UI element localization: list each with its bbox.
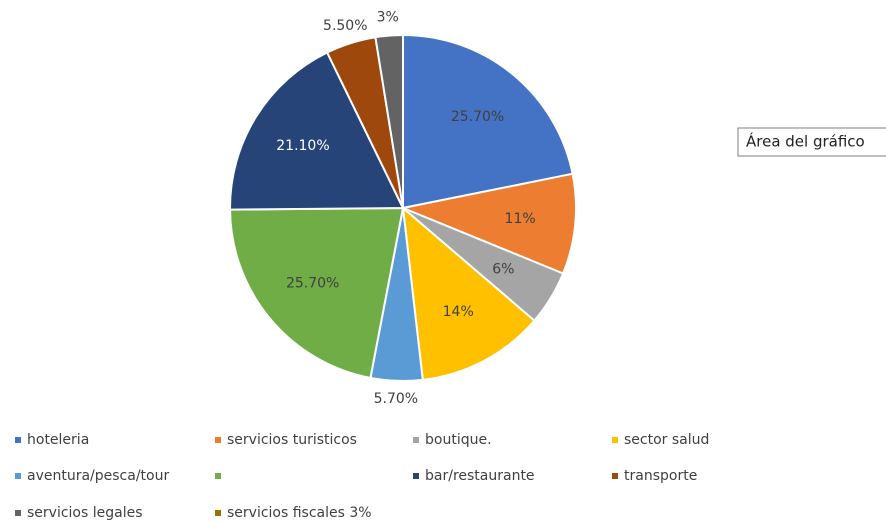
- legend-marker: [215, 473, 221, 479]
- legend-label: servicios turisticos: [227, 432, 357, 448]
- tooltip-box: [737, 127, 886, 157]
- legend-marker: [15, 437, 21, 443]
- data-label: 14%: [443, 304, 474, 320]
- pie-slice: [399, 172, 577, 275]
- tooltip-text: Área del gráfico: [746, 132, 865, 151]
- pie-slice: [228, 206, 405, 380]
- data-label: 21.10%: [276, 138, 329, 154]
- legend-label: aventura/pesca/tour: [27, 468, 169, 484]
- legend-marker: [215, 437, 221, 443]
- legend-label: boutique.: [425, 432, 492, 448]
- legend-label: transporte: [624, 468, 697, 484]
- data-label: 5.70%: [374, 391, 418, 407]
- legend-label: hoteleria: [27, 432, 89, 448]
- data-label: 6%: [492, 261, 514, 277]
- legend-marker: [612, 473, 618, 479]
- legend-marker: [15, 510, 21, 516]
- pie-slice: [229, 51, 405, 211]
- data-label: 25.70%: [286, 275, 339, 291]
- legend-marker: [215, 510, 221, 516]
- data-label: 25.70%: [451, 109, 504, 125]
- legend-marker: [413, 473, 419, 479]
- legend-marker: [15, 473, 21, 479]
- legend-marker: [612, 437, 618, 443]
- data-label: 5.50%: [323, 18, 367, 34]
- data-label: 11%: [505, 211, 536, 227]
- pie-slice: [402, 33, 574, 210]
- legend-label: servicios fiscales 3%: [227, 505, 372, 521]
- legend-label: sector salud: [624, 432, 709, 448]
- legend-marker: [413, 437, 419, 443]
- legend-label: bar/restaurante: [425, 468, 535, 484]
- pie-slice: [401, 205, 536, 381]
- legend-label: servicios legales: [27, 505, 143, 521]
- pie-slice: [374, 33, 404, 209]
- data-label: 3%: [377, 10, 399, 26]
